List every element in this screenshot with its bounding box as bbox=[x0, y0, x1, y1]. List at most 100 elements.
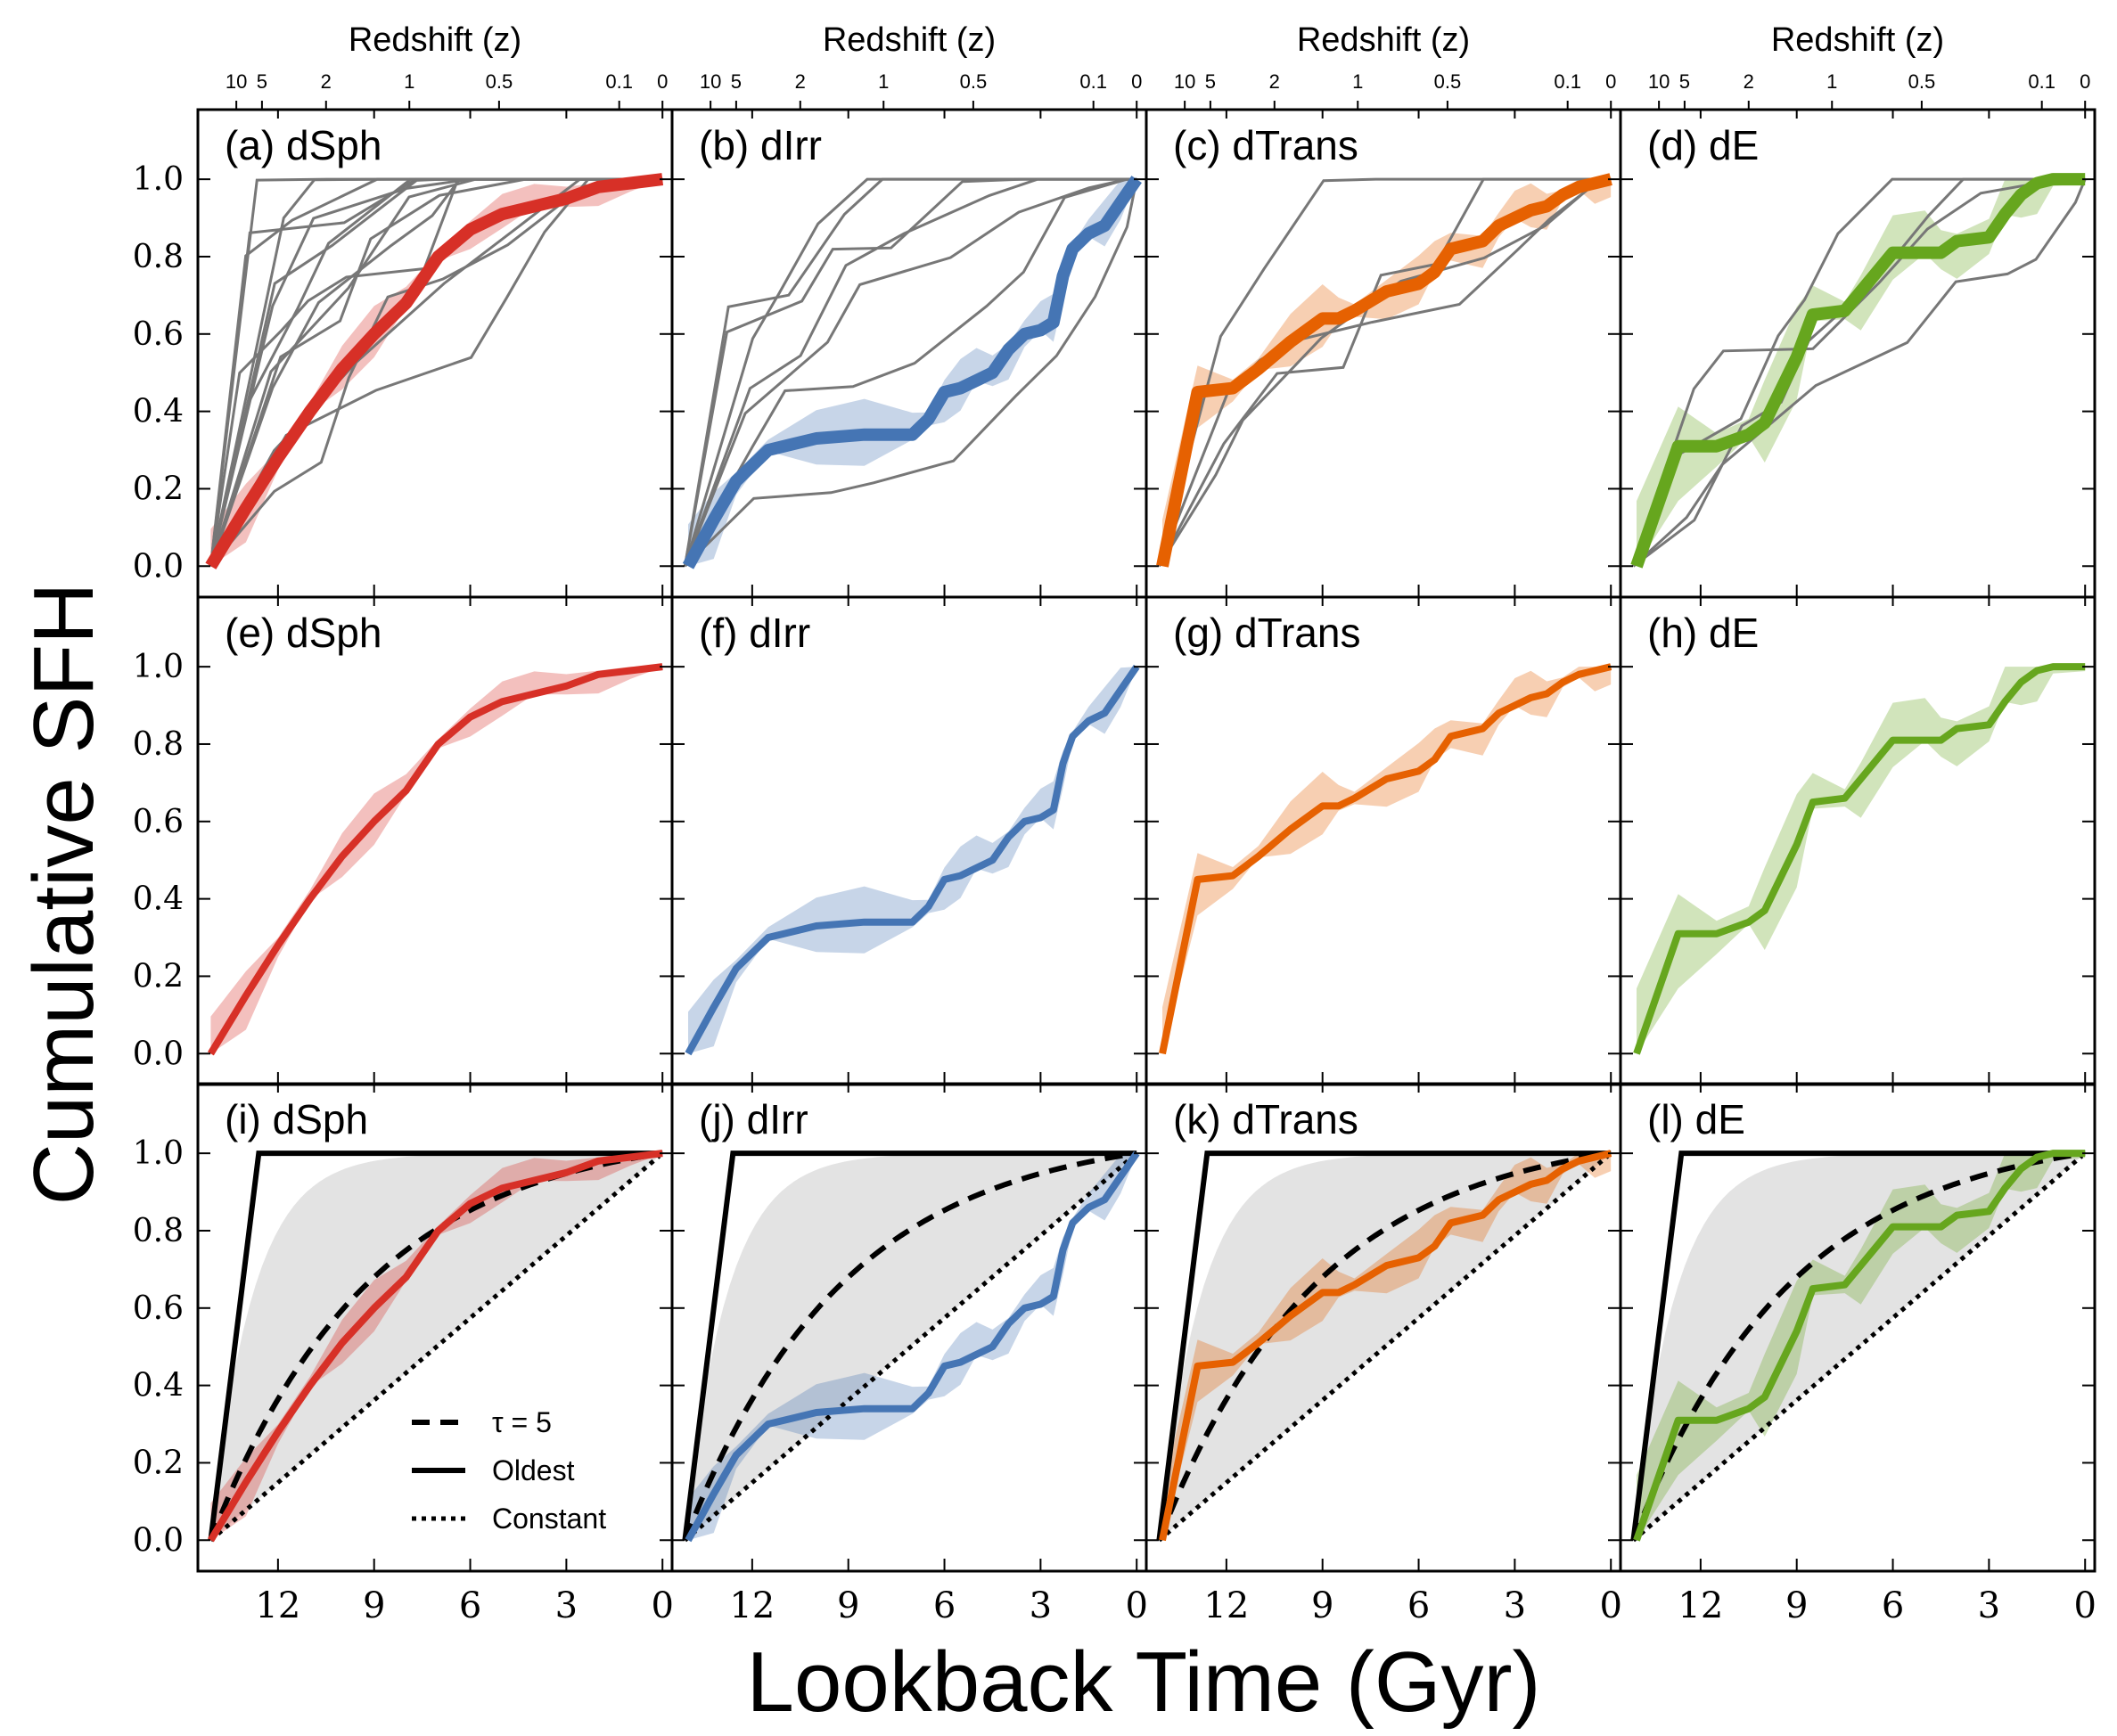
sfh-line-dSph bbox=[205, 173, 664, 569]
panel-plot-area bbox=[205, 173, 664, 569]
y-tick-label: 0.8 bbox=[133, 239, 184, 275]
constant-model-line bbox=[1157, 1154, 1610, 1543]
x-axis-label: Lookback Time (Gyr) bbox=[747, 1634, 1541, 1730]
panel-title: (g) dTrans bbox=[1173, 610, 1360, 656]
redshift-tick-label: 1 bbox=[878, 70, 889, 93]
individual-track bbox=[683, 177, 1137, 567]
y-axis-label: Cumulative SFH bbox=[16, 583, 111, 1206]
panel-a: 0.0 0.2 0.4 0.6 0.8 1.0 10 5 2 1 0.5 0.1 0 Redshift (… bbox=[133, 21, 674, 599]
panel-frame bbox=[1619, 1082, 2096, 1573]
panel-title: (j) dIrr bbox=[699, 1096, 808, 1142]
y-tick-label: 0.8 bbox=[133, 726, 184, 763]
individual-track bbox=[684, 177, 1137, 567]
x-tick-label: 3 bbox=[1030, 1585, 1052, 1626]
individual-track bbox=[1632, 177, 2086, 568]
panel-b: 10 5 2 1 0.5 0.1 0 Redshift (z) (b) dIrr bbox=[670, 21, 1148, 599]
redshift-tick-label: 0 bbox=[2080, 70, 2090, 93]
y-tick-label: 1.0 bbox=[133, 649, 184, 685]
panel-title: (b) dIrr bbox=[699, 122, 822, 168]
panel-title: (i) dSph bbox=[225, 1096, 368, 1142]
redshift-tick-label: 2 bbox=[1744, 70, 1754, 93]
panel-frame bbox=[196, 595, 674, 1086]
panel-title: (e) dSph bbox=[225, 610, 382, 656]
y-tick-label: 1.0 bbox=[133, 1135, 184, 1172]
redshift-axis-title: Redshift (z) bbox=[823, 21, 996, 59]
tau-model-line bbox=[1630, 1151, 2083, 1542]
x-tick-label: 6 bbox=[459, 1585, 481, 1626]
uncertainty-band bbox=[688, 667, 1137, 1054]
uncertainty-band bbox=[688, 179, 1137, 567]
redshift-axis-title: Redshift (z) bbox=[1297, 21, 1470, 59]
redshift-tick-label: 5 bbox=[731, 70, 742, 93]
redshift-tick-label: 1 bbox=[1826, 70, 1837, 93]
legend-tau-label: τ = 5 bbox=[492, 1406, 552, 1438]
constant-model-line bbox=[1631, 1154, 2084, 1543]
sfh-line-dSph bbox=[207, 663, 663, 1056]
legend-constant-label: Constant bbox=[492, 1503, 606, 1535]
redshift-tick-label: 2 bbox=[1269, 70, 1280, 93]
redshift-tick-label: 0 bbox=[657, 70, 668, 93]
individual-track bbox=[684, 177, 1137, 568]
y-tick-label: 0.6 bbox=[133, 1290, 184, 1327]
uncertainty-band bbox=[1637, 667, 2086, 1054]
individual-track bbox=[1158, 177, 1612, 567]
redshift-axis-title: Redshift (z) bbox=[1771, 21, 1944, 59]
panel-title: (k) dTrans bbox=[1173, 1096, 1358, 1142]
panel-d: 10 5 2 1 0.5 0.1 0 Redshift (z) (d) dE bbox=[1619, 21, 2096, 599]
redshift-tick-label: 10 bbox=[1174, 70, 1195, 93]
x-tick-label: 9 bbox=[1785, 1585, 1808, 1626]
uncertainty-band bbox=[1637, 179, 2086, 567]
redshift-tick-label: 0.5 bbox=[486, 70, 513, 93]
panel-title: (a) dSph bbox=[225, 122, 382, 168]
sfh-line-dIrr bbox=[682, 176, 1142, 569]
panel-title: (l) dE bbox=[1647, 1096, 1745, 1142]
sfh-line-dTrans bbox=[1159, 663, 1612, 1055]
individual-track bbox=[1158, 177, 1612, 568]
redshift-tick-label: 0 bbox=[1131, 70, 1142, 93]
x-tick-label: 6 bbox=[1407, 1585, 1430, 1626]
oldest-model-line bbox=[1630, 1151, 2086, 1541]
oldest-model-line bbox=[208, 1151, 663, 1541]
individual-track bbox=[683, 177, 1137, 567]
redshift-tick-label: 10 bbox=[226, 70, 247, 93]
panel-plot-area bbox=[1630, 173, 2087, 569]
y-tick-label: 0.6 bbox=[133, 804, 184, 840]
x-tick-label: 0 bbox=[651, 1585, 673, 1626]
x-tick-label: 12 bbox=[1203, 1585, 1249, 1626]
oldest-model-line bbox=[1156, 1151, 1612, 1541]
oldest-model-line bbox=[682, 1151, 1137, 1541]
model-range-region bbox=[685, 1153, 1137, 1541]
y-tick-label: 0.2 bbox=[133, 1445, 184, 1481]
y-tick-label: 0.0 bbox=[133, 1036, 184, 1072]
sfh-line-dSph bbox=[207, 1150, 663, 1543]
panel-plot-area bbox=[207, 1150, 663, 1543]
y-tick-label: 0.2 bbox=[133, 471, 184, 507]
y-tick-label: 0.4 bbox=[133, 1368, 184, 1404]
x-tick-label: 9 bbox=[837, 1585, 859, 1626]
x-tick-label: 6 bbox=[1882, 1585, 1904, 1626]
x-tick-label: 6 bbox=[933, 1585, 956, 1626]
panel-plot-area bbox=[685, 664, 1140, 1056]
uncertainty-band bbox=[1162, 179, 1612, 567]
y-tick-label: 0.4 bbox=[133, 394, 184, 430]
y-tick-label: 0.4 bbox=[133, 881, 184, 918]
individual-track bbox=[683, 177, 1137, 567]
panel-title: (f) dIrr bbox=[699, 610, 810, 656]
x-tick-label: 12 bbox=[255, 1585, 300, 1626]
panel-plot-area bbox=[682, 1151, 1140, 1543]
panel-plot-area bbox=[1159, 663, 1612, 1055]
x-tick-label: 9 bbox=[1311, 1585, 1333, 1626]
uncertainty-band bbox=[688, 1153, 1137, 1541]
panel-l: 12 9 6 3 0 (l) dE bbox=[1619, 1082, 2096, 1626]
panel-frame bbox=[670, 108, 1148, 599]
redshift-tick-label: 0.1 bbox=[605, 70, 633, 93]
tau-model-line bbox=[1156, 1151, 1609, 1542]
individual-track bbox=[683, 177, 1137, 567]
redshift-tick-label: 0 bbox=[1605, 70, 1616, 93]
y-tick-label: 0.0 bbox=[133, 1522, 184, 1559]
y-tick-label: 1.0 bbox=[133, 161, 184, 198]
uncertainty-band bbox=[1162, 667, 1612, 1054]
redshift-tick-label: 1 bbox=[404, 70, 414, 93]
y-tick-label: 0.2 bbox=[133, 958, 184, 995]
